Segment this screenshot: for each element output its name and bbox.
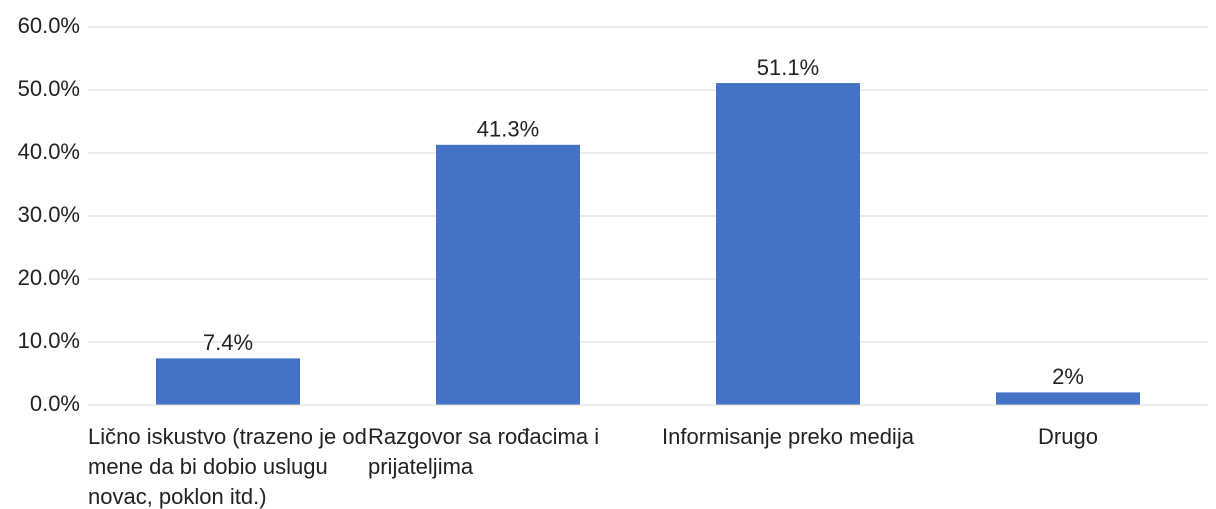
x-tick-label-box: Drugo bbox=[928, 422, 1208, 452]
bar bbox=[436, 144, 580, 405]
y-tick-label: 40.0% bbox=[18, 139, 80, 164]
bar bbox=[996, 392, 1140, 405]
value-label: 7.4% bbox=[203, 330, 253, 355]
x-tick-label: Razgovor sa rođacima i prijateljima bbox=[368, 424, 600, 479]
x-tick-label: Lično iskustvo (trazeno je od mene da bi… bbox=[88, 424, 367, 509]
x-tick-label-box: Lično iskustvo (trazeno je od mene da bi… bbox=[88, 422, 368, 509]
y-tick-label: 60.0% bbox=[18, 13, 80, 38]
x-tick-label: Informisanje preko medija bbox=[662, 424, 914, 449]
value-label: 41.3% bbox=[477, 117, 539, 142]
x-tick-label: Drugo bbox=[1038, 424, 1098, 449]
x-tick-label-box: Razgovor sa rođacima i prijateljima bbox=[368, 422, 648, 482]
value-label: 2% bbox=[1052, 364, 1084, 389]
y-tick-label: 0.0% bbox=[30, 391, 80, 416]
y-tick-label: 10.0% bbox=[18, 328, 80, 353]
y-tick-label: 50.0% bbox=[18, 76, 80, 101]
bar bbox=[716, 83, 860, 405]
value-label: 51.1% bbox=[757, 55, 819, 80]
x-tick-label-box: Informisanje preko medija bbox=[648, 422, 928, 452]
bar bbox=[156, 358, 300, 405]
y-tick-label: 20.0% bbox=[18, 265, 80, 290]
y-tick-label: 30.0% bbox=[18, 202, 80, 227]
